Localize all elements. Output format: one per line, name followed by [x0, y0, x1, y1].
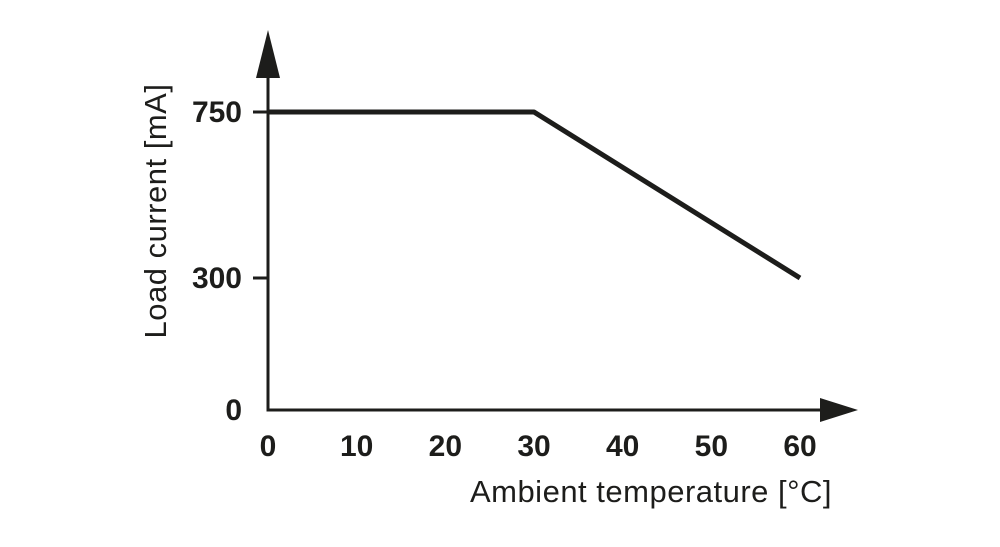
x-tick-label: 10 [340, 430, 373, 463]
y-tick-label: 300 [192, 262, 242, 295]
y-tick-label: 0 [225, 394, 242, 427]
y-tick-label: 750 [192, 96, 242, 129]
x-tick-label: 60 [783, 430, 816, 463]
series-load-current-derating [268, 109, 802, 281]
x-axis-arrowhead [820, 398, 858, 422]
x-tick-label: 50 [695, 430, 728, 463]
x-tick-label: 20 [429, 430, 462, 463]
x-tick-label: 0 [260, 430, 277, 463]
x-tick-label: 40 [606, 430, 639, 463]
x-tick-label: 30 [517, 430, 550, 463]
y-axis-title: Load current [mA] [138, 83, 173, 339]
y-axis-arrowhead [256, 30, 280, 78]
x-axis-title: Ambient temperature [°C] [469, 474, 833, 509]
